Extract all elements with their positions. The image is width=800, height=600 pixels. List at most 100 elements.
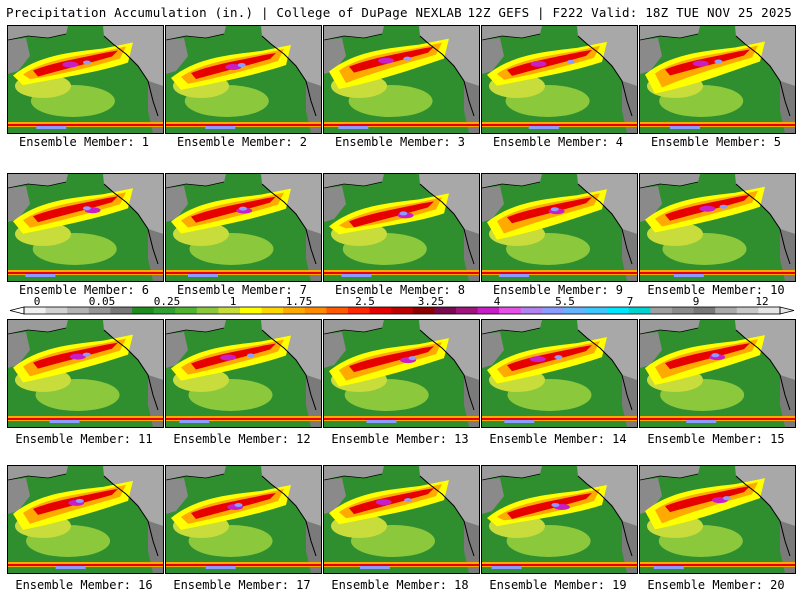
coastline-asia [324, 327, 383, 335]
coastline [735, 183, 791, 265]
legend-swatch [736, 307, 759, 314]
member-label: Ensemble Member: 2 [176, 135, 308, 149]
precip-band-red [507, 492, 592, 519]
member-map-12 [165, 319, 322, 428]
legend-swatch [456, 307, 479, 314]
legend-swatch [715, 307, 738, 314]
itcz-core-blue [491, 566, 522, 569]
land-north-america [261, 26, 321, 86]
precip-core-blue [399, 211, 408, 216]
land-asia [482, 38, 504, 74]
land-asia [8, 478, 30, 514]
coastline [261, 329, 317, 411]
coastline [103, 35, 159, 117]
coastline-asia [640, 327, 699, 335]
legend-tick-label: 5.5 [555, 296, 575, 308]
precip-core-blue [408, 356, 417, 361]
color-legend: 0 0.05 0.25 1 1.75 2.5 3.25 4 5.5 7 9 12 [9, 296, 795, 315]
itcz-core-blue [188, 274, 219, 277]
legend-swatch [283, 307, 306, 314]
chart-title: Precipitation Accumulation (in.) | Colle… [6, 5, 462, 20]
member-label: Ensemble Member: 11 [15, 432, 153, 446]
precip-core-blue [237, 63, 246, 68]
coastline [419, 475, 475, 557]
legend-tick-label: 4 [494, 296, 501, 308]
precip-core-blue [403, 56, 412, 61]
coastline [419, 183, 475, 265]
itcz-core-blue [528, 126, 559, 129]
precip-core-magenta [529, 356, 546, 363]
precip-core-blue [722, 496, 731, 501]
coastline [577, 329, 633, 411]
precip-core-magenta [225, 64, 242, 71]
itcz-core-blue [686, 420, 717, 423]
member-map-3 [323, 25, 480, 134]
member-map-15 [639, 319, 796, 428]
itcz-core-blue [49, 420, 80, 423]
legend-tick-label: 1.75 [286, 296, 313, 308]
member-map-11 [7, 319, 164, 428]
legend-swatch [196, 307, 219, 314]
land-north-america [103, 26, 163, 86]
precip-core-blue [246, 353, 255, 358]
coastline [735, 329, 791, 411]
precip-band-red [665, 343, 750, 370]
coastline [419, 35, 475, 117]
member-map-8 [323, 173, 480, 282]
legend-swatch [650, 307, 673, 314]
member-label: Ensemble Member: 6 [18, 283, 150, 297]
member-map-2 [165, 25, 322, 134]
member-label: Ensemble Member: 10 [647, 283, 785, 297]
member-label: Ensemble Member: 1 [18, 135, 150, 149]
itcz-band-red [8, 418, 163, 420]
land-asia [640, 38, 662, 74]
member-label: Ensemble Member: 9 [492, 283, 624, 297]
coastline-asia [8, 181, 67, 189]
precip-core-blue [711, 353, 720, 358]
land-north-america [577, 320, 637, 380]
land-north-america [735, 320, 795, 380]
land-north-america [577, 174, 637, 234]
member-label: Ensemble Member: 17 [173, 578, 311, 592]
member-map-19 [481, 465, 638, 574]
itcz-band-red [640, 124, 795, 126]
coastline [261, 183, 317, 265]
itcz-core-blue [366, 420, 397, 423]
coastline-asia [482, 33, 541, 41]
legend-tick-label: 0 [34, 296, 41, 308]
legend-tick-label: 0.05 [89, 296, 116, 308]
land-asia [324, 332, 346, 368]
legend-tick-label: 2.5 [355, 296, 375, 308]
run-valid-time: 12Z GEFS | F222 Valid: 18Z TUE NOV 25 20… [467, 5, 792, 20]
land-north-america [735, 466, 795, 526]
precip-core-magenta [375, 499, 392, 506]
land-north-america [103, 174, 163, 234]
precip-core-blue [82, 60, 91, 65]
legend-tick-label: 3.25 [418, 296, 445, 308]
legend-swatch [628, 307, 651, 314]
legend-swatch [45, 307, 68, 314]
itcz-core-blue [179, 420, 210, 423]
legend-swatch [585, 307, 608, 314]
coastline [261, 35, 317, 117]
legend-swatch [218, 307, 241, 314]
member-map-1 [7, 25, 164, 134]
land-asia [166, 186, 188, 222]
land-asia [8, 38, 30, 74]
legend-swatch [672, 307, 695, 314]
coastline-asia [8, 473, 67, 481]
itcz-band-red [8, 124, 163, 126]
precip-core-blue [82, 352, 91, 357]
coastline-asia [482, 473, 541, 481]
itcz-band-red [324, 418, 479, 420]
coastline-asia [8, 33, 67, 41]
land-asia [8, 186, 30, 222]
precip-core-blue [234, 502, 243, 507]
precip-band-red [191, 196, 276, 223]
precip-core-blue [82, 206, 91, 211]
legend-outline [23, 306, 781, 315]
legend-swatch [434, 307, 457, 314]
precip-core-blue [551, 502, 560, 507]
itcz-core-blue [55, 566, 86, 569]
coastline [103, 329, 159, 411]
